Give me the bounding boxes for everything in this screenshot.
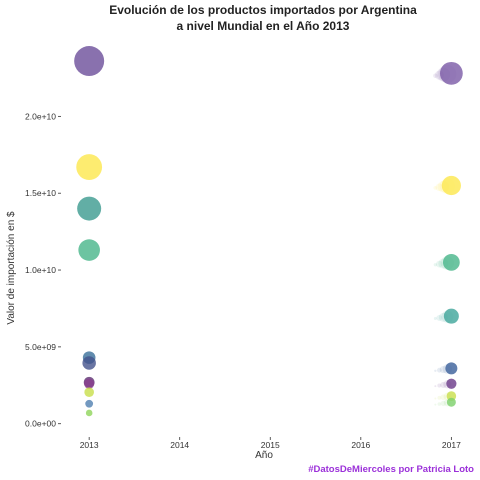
data-point — [441, 175, 461, 196]
y-tick-label: 0.0e+00 — [25, 419, 56, 429]
point-trail — [437, 395, 442, 400]
point-trail — [436, 367, 442, 373]
point-trail — [440, 381, 447, 389]
x-axis-title: Año — [255, 450, 273, 461]
x-tick-label: 2017 — [442, 440, 461, 450]
data-point — [442, 253, 460, 271]
point-trails — [433, 64, 457, 407]
point-trail — [440, 394, 447, 401]
y-tick-label: 5.0e+09 — [25, 342, 56, 352]
data-point — [443, 308, 459, 324]
point-trail — [436, 260, 443, 268]
point-trail — [433, 73, 438, 79]
data-point — [84, 378, 95, 389]
point-trail — [433, 186, 438, 190]
point-trail — [433, 317, 437, 321]
chart-caption: #DatosDeMiercoles por Patricia Loto — [308, 464, 474, 475]
data-points — [74, 46, 463, 417]
y-tick-label: 1.0e+10 — [25, 265, 56, 275]
y-tick-label: 2.0e+10 — [25, 111, 56, 121]
x-tick-label: 2013 — [80, 440, 99, 450]
point-trail — [434, 397, 437, 400]
data-point — [85, 409, 93, 417]
point-trail — [434, 403, 437, 406]
data-point — [439, 61, 463, 85]
point-trail — [434, 385, 437, 388]
data-point — [446, 397, 456, 407]
data-point — [446, 378, 457, 389]
point-trail — [435, 183, 444, 192]
data-point — [84, 387, 94, 398]
chart-title-line-2: a nivel Mundial en el Año 2013 — [177, 19, 350, 33]
x-tick-label: 2016 — [351, 440, 370, 450]
data-point — [74, 46, 105, 77]
point-trail — [434, 369, 437, 372]
point-trail — [437, 383, 442, 388]
x-tick-label: 2014 — [170, 440, 189, 450]
data-point — [78, 239, 100, 261]
x-axis: 2013 2014 2015 2016 2017 — [80, 437, 461, 450]
y-tick-label: 1.5e+10 — [25, 188, 56, 198]
point-trail — [433, 263, 438, 267]
data-point — [76, 154, 103, 180]
point-trail — [437, 402, 442, 406]
point-trail — [440, 400, 447, 407]
chart-title-line-1: Evolución de los productos importados po… — [109, 3, 417, 17]
y-axis-title: Valor de importación en $ — [6, 211, 17, 325]
data-point — [445, 362, 458, 375]
y-axis: 0.0e+00 5.0e+09 1.0e+10 1.5e+10 2.0e+10 — [25, 111, 61, 429]
point-trail — [439, 365, 447, 374]
chart-title: Evolución de los productos importados po… — [109, 3, 417, 33]
x-tick-label: 2015 — [261, 440, 280, 450]
data-point — [77, 196, 102, 221]
data-point — [82, 356, 96, 370]
point-trail — [436, 314, 443, 321]
data-point — [85, 399, 94, 408]
